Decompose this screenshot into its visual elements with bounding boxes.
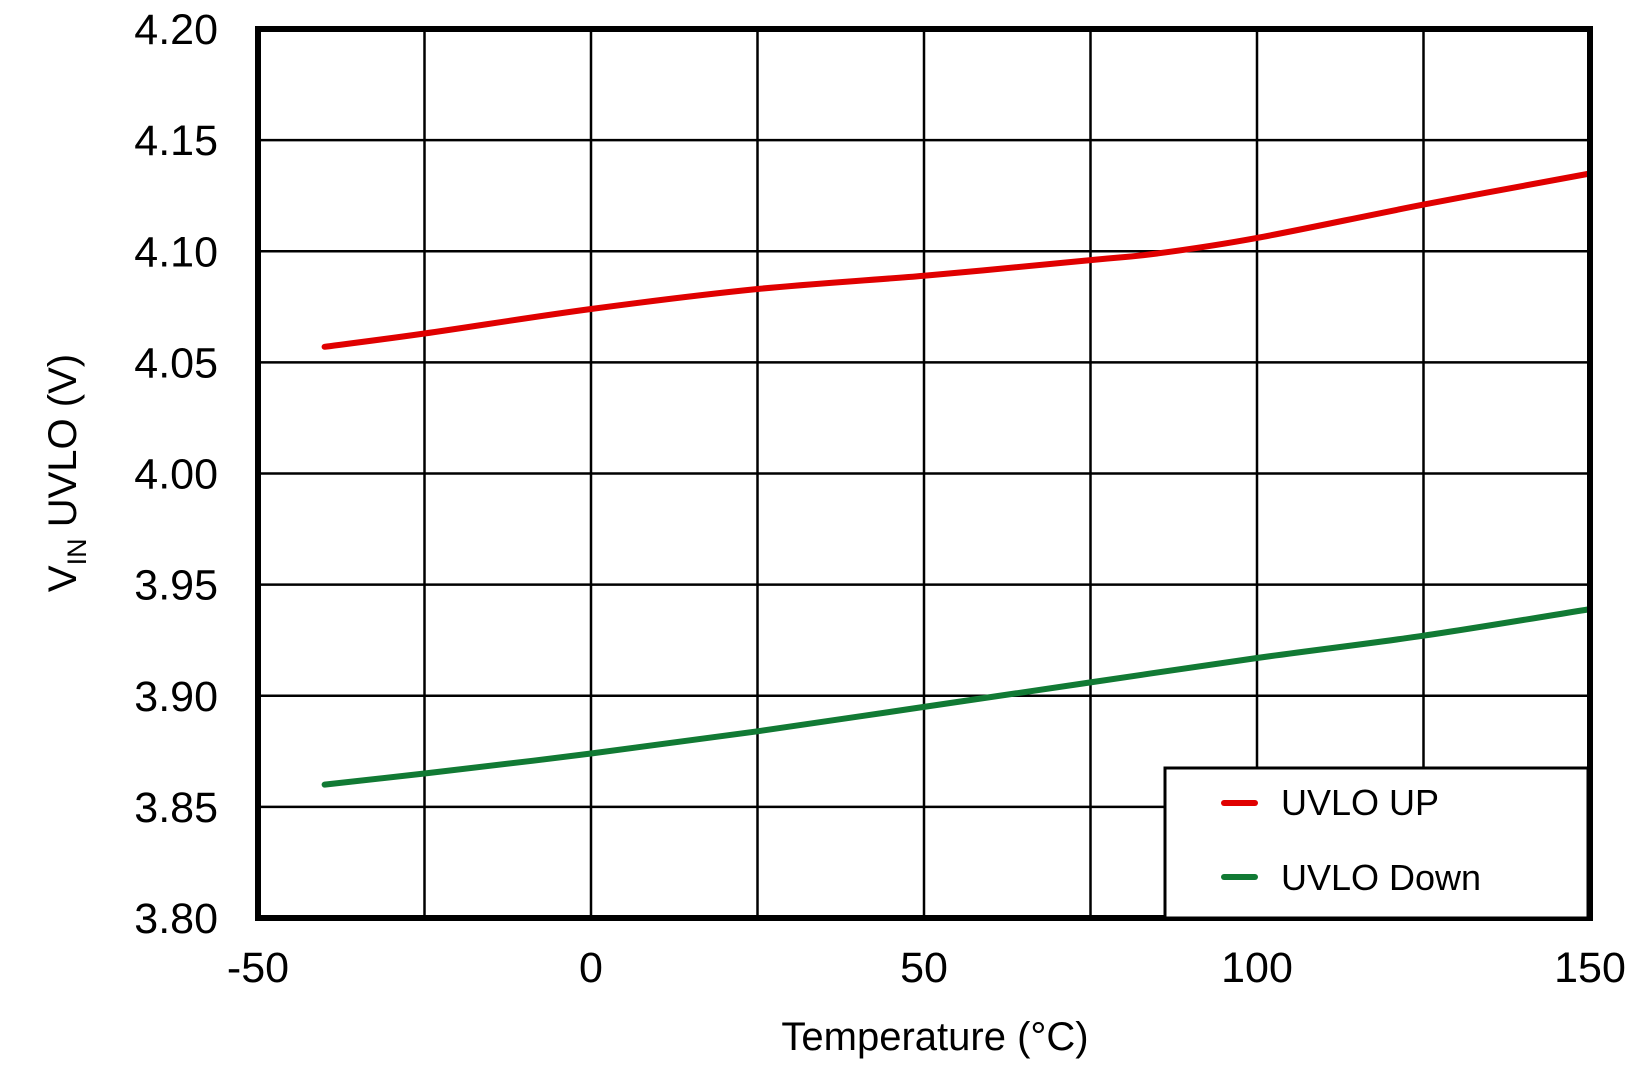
- y-axis-title-rest: UVLO (V): [41, 354, 85, 538]
- x-axis-title: Temperature (°C): [781, 1015, 1088, 1059]
- x-tick-label: 100: [1221, 944, 1293, 992]
- series-line-uvlo-up: [321, 170, 1593, 350]
- legend-label-uvlo-up: UVLO UP: [1281, 782, 1439, 823]
- series-layer: [321, 170, 1593, 788]
- y-tick-label: 4.20: [134, 6, 218, 54]
- y-tick-labels: 3.80 3.85 3.90 3.95 4.00 4.05 4.10 4.15 4.20: [134, 6, 218, 943]
- x-tick-label: -50: [227, 944, 289, 992]
- legend: UVLO UP UVLO Down: [1163, 766, 1590, 920]
- plot-frame: [255, 26, 1593, 921]
- y-tick-label: 4.00: [134, 451, 218, 499]
- y-tick-label: 3.95: [134, 562, 218, 610]
- x-tick-labels: -50 0 50 100 150: [227, 944, 1626, 992]
- y-axis-title-main: V: [41, 565, 85, 592]
- y-tick-label: 4.10: [134, 228, 218, 276]
- x-tick-label: 150: [1554, 944, 1626, 992]
- y-tick-label: 3.80: [134, 895, 218, 943]
- y-tick-label: 3.85: [134, 784, 218, 832]
- legend-box: [1163, 766, 1590, 920]
- x-tick-label: 50: [900, 944, 948, 992]
- y-axis-title: VIN UVLO (V): [41, 354, 92, 592]
- series-line-uvlo-down: [321, 606, 1593, 788]
- y-axis-title-subscript: IN: [62, 538, 92, 565]
- x-tick-label: 0: [579, 944, 603, 992]
- y-tick-label: 4.05: [134, 339, 218, 387]
- y-tick-label: 4.15: [134, 117, 218, 165]
- legend-label-uvlo-down: UVLO Down: [1281, 857, 1481, 898]
- y-tick-label: 3.90: [134, 673, 218, 721]
